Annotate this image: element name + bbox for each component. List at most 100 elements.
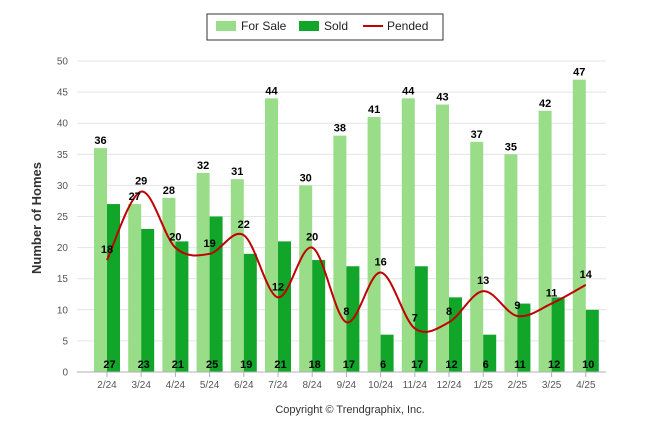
- legend-sold-label: Sold: [324, 19, 348, 33]
- pended-line: [106, 190, 587, 333]
- for-sale-bars: [94, 79, 586, 372]
- for-sale-value-label: 27: [129, 191, 141, 203]
- sold-bar: [107, 204, 120, 372]
- pended-value-label: 20: [306, 232, 318, 244]
- pended-value-label: 20: [169, 232, 181, 244]
- sold-bars: [107, 204, 599, 372]
- x-tick-label: 3/24: [131, 380, 151, 391]
- pended-value-label: 9: [514, 300, 520, 312]
- x-tick-label: 1/25: [473, 380, 493, 391]
- x-tick-label: 10/24: [368, 380, 393, 391]
- x-tick-label: 11/24: [403, 380, 428, 391]
- for-sale-bar: [333, 135, 347, 372]
- sold-value-label: 18: [309, 359, 321, 371]
- for-sale-value-label: 37: [471, 129, 483, 141]
- x-tick-label: 6/24: [234, 380, 254, 391]
- y-tick-label: 0: [62, 368, 68, 379]
- y-tick-label: 30: [57, 181, 69, 192]
- for-sale-value-label: 42: [539, 98, 551, 110]
- pended-value-label: 29: [135, 176, 147, 188]
- pended-value-label: 8: [343, 306, 349, 318]
- x-tick-label: 9/24: [337, 380, 357, 391]
- pended-value-label: 22: [238, 219, 250, 231]
- y-tick-label: 15: [57, 274, 69, 285]
- sold-bar: [209, 216, 223, 372]
- sold-value-label: 6: [483, 359, 489, 371]
- sold-value-label: 6: [380, 359, 386, 371]
- for-sale-bar: [367, 116, 381, 372]
- pended-value-label: 14: [580, 269, 593, 281]
- sold-value-label: 21: [274, 359, 286, 371]
- sold-bar: [312, 260, 326, 372]
- pended-value-label: 18: [101, 244, 113, 256]
- y-tick-label: 35: [57, 150, 69, 161]
- sold-bar: [517, 303, 531, 372]
- sold-bar: [483, 334, 497, 372]
- for-sale-value-label: 31: [231, 166, 243, 178]
- sold-value-label: 19: [240, 359, 252, 371]
- sold-bar: [243, 253, 257, 372]
- legend-pended-label: Pended: [387, 19, 428, 33]
- pended-series-line: [106, 190, 587, 333]
- y-tick-label: 45: [57, 88, 69, 99]
- for-sale-bar: [230, 179, 244, 372]
- for-sale-value-label: 47: [573, 67, 585, 79]
- sold-value-label: 23: [138, 359, 150, 371]
- pended-value-label: 19: [203, 238, 215, 250]
- legend-for-sale-swatch: [216, 21, 236, 31]
- sold-bar: [278, 241, 291, 372]
- x-tick-label: 2/25: [508, 380, 528, 391]
- pended-value-label: 12: [272, 281, 284, 293]
- y-tick-label: 10: [57, 305, 69, 316]
- for-sale-value-label: 36: [94, 135, 106, 147]
- y-tick-label: 20: [57, 243, 69, 254]
- legend-for-sale-label: For Sale: [241, 19, 287, 33]
- pended-value-label: 8: [446, 306, 452, 318]
- x-tick-label: 2/24: [97, 380, 117, 391]
- x-tick-label: 4/25: [576, 380, 596, 391]
- sold-value-label: 17: [411, 359, 423, 371]
- for-sale-bar: [401, 98, 415, 372]
- for-sale-value-label: 32: [197, 160, 209, 172]
- sold-value-label: 17: [343, 359, 355, 371]
- legend: For Sale Sold Pended: [206, 13, 444, 41]
- for-sale-bar: [94, 148, 107, 372]
- sold-bar: [141, 228, 155, 372]
- for-sale-bar: [299, 185, 313, 372]
- sold-bar: [175, 241, 189, 372]
- y-tick-label: 40: [57, 119, 69, 130]
- pended-value-label: 16: [374, 256, 386, 268]
- sold-bar: [380, 334, 394, 372]
- sold-bar: [551, 297, 565, 372]
- for-sale-bar: [470, 141, 484, 372]
- y-tick-label: 50: [57, 57, 69, 68]
- for-sale-bar: [196, 172, 210, 372]
- data-labels: 36 27 27 23 28 21 32 25 31 19 44 21 30 18 38 17 41 6 44 17 4…: [94, 67, 594, 371]
- x-tick-label: 5/24: [200, 380, 220, 391]
- x-tick-label: 8/24: [302, 380, 322, 391]
- for-sale-value-label: 30: [300, 172, 312, 184]
- sold-value-label: 21: [172, 359, 184, 371]
- y-axis-label: Number of Homes: [29, 162, 44, 274]
- x-tick-label: 7/24: [268, 380, 288, 391]
- copyright-text: Copyright © Trendgraphix, Inc.: [275, 404, 424, 416]
- for-sale-bar: [572, 79, 586, 372]
- for-sale-bar: [538, 110, 552, 372]
- sold-value-label: 12: [548, 359, 560, 371]
- for-sale-value-label: 35: [505, 141, 517, 153]
- for-sale-value-label: 44: [402, 85, 415, 97]
- for-sale-value-label: 41: [368, 104, 380, 116]
- legend-box: [206, 13, 444, 41]
- x-tick-label: 12/24: [436, 380, 461, 391]
- pended-value-label: 11: [546, 288, 558, 300]
- for-sale-value-label: 44: [265, 85, 278, 97]
- x-tick-label: 4/24: [166, 380, 186, 391]
- sold-value-label: 27: [103, 359, 115, 371]
- for-sale-value-label: 38: [334, 123, 346, 135]
- for-sale-value-label: 28: [163, 185, 175, 197]
- x-tick-label: 3/25: [542, 380, 562, 391]
- for-sale-value-label: 43: [436, 92, 448, 104]
- sold-value-label: 11: [514, 359, 526, 371]
- for-sale-bar: [436, 104, 449, 372]
